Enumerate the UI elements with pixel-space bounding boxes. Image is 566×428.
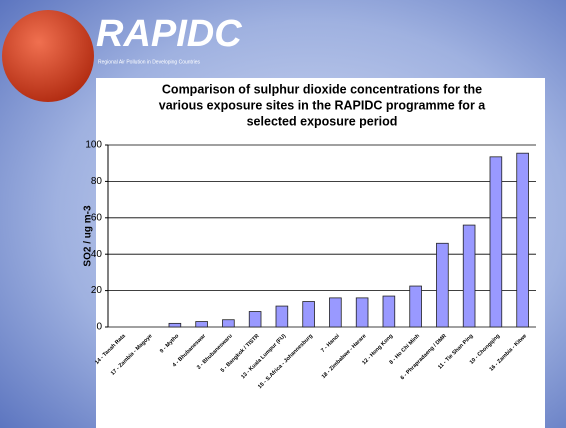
logo-ball	[2, 10, 94, 102]
bar	[409, 285, 422, 328]
bar	[382, 295, 396, 328]
chart-title: various exposure sites in the RAPIDC pro…	[159, 98, 487, 112]
y-tick-label: 40	[91, 249, 103, 260]
bar	[355, 297, 369, 328]
chart-title: selected exposure period	[247, 114, 398, 128]
bar	[516, 152, 529, 328]
bar	[168, 322, 182, 328]
bar	[436, 242, 449, 328]
bar	[302, 301, 315, 328]
y-tick-label: 0	[96, 322, 102, 333]
chart-title: Comparison of sulphur dioxide concentrat…	[162, 82, 482, 96]
bar	[248, 311, 262, 328]
y-axis-label: SO2 / ug m-3	[83, 205, 94, 267]
bar	[195, 321, 208, 328]
logo-tagline: Regional Air Pollution in Developing Cou…	[98, 59, 201, 65]
y-tick-label: 60	[91, 212, 103, 223]
y-tick-label: 80	[91, 176, 103, 187]
bar	[489, 156, 503, 328]
bar	[462, 224, 476, 328]
logo-text: RAPIDC	[96, 13, 242, 55]
bar	[275, 305, 289, 328]
bar	[222, 319, 235, 328]
y-tick-label: 20	[91, 285, 103, 296]
bar	[329, 297, 342, 328]
y-tick-label: 100	[85, 140, 102, 151]
